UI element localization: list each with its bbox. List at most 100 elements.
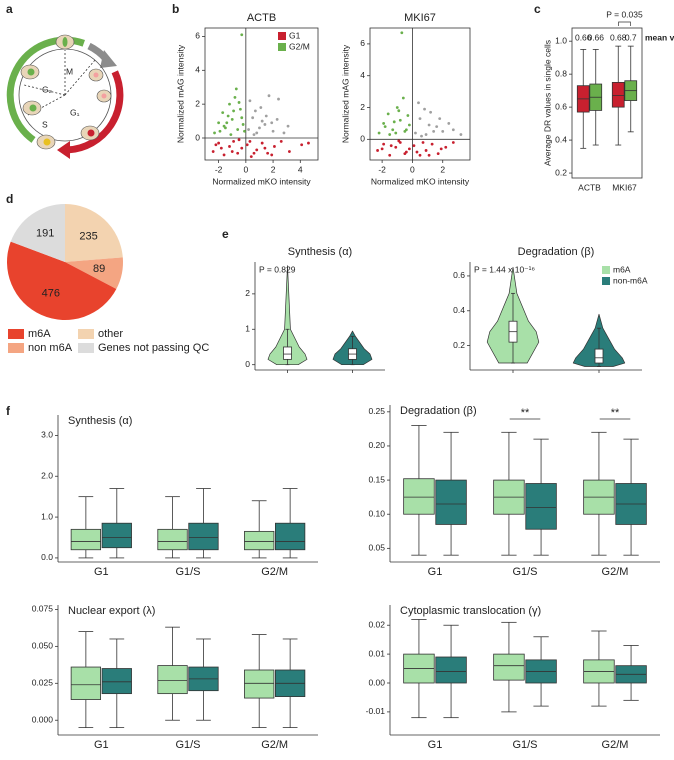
point bbox=[418, 117, 422, 121]
y-tick-label: 0.075 bbox=[32, 604, 54, 614]
point bbox=[451, 141, 455, 144]
point bbox=[421, 141, 425, 144]
point bbox=[392, 120, 396, 124]
point bbox=[271, 129, 275, 133]
point bbox=[412, 144, 416, 148]
x-tick-label: 0 bbox=[243, 164, 248, 174]
point bbox=[259, 106, 263, 109]
chart-title: Nuclear export (λ) bbox=[68, 605, 155, 617]
y-axis-label: Normalized mAG intensity bbox=[340, 44, 350, 143]
point bbox=[394, 145, 398, 149]
y-tick-label: 2 bbox=[360, 102, 365, 112]
box bbox=[101, 668, 132, 695]
y-tick-label: 1 bbox=[245, 324, 250, 334]
mean-label: 0.68 bbox=[610, 32, 627, 42]
point bbox=[435, 125, 439, 129]
cell-cycle-diagram: M G₂ S G₁ bbox=[6, 34, 124, 159]
point bbox=[418, 153, 422, 157]
point bbox=[273, 145, 276, 148]
point bbox=[417, 101, 420, 105]
y-tick-label: 0.4 bbox=[453, 305, 465, 315]
point bbox=[424, 133, 428, 136]
point bbox=[406, 114, 410, 117]
mean-label: 0.7 bbox=[625, 32, 637, 42]
y-tick-label: 4 bbox=[360, 70, 365, 80]
y-tick-label: 0.025 bbox=[32, 678, 54, 688]
point bbox=[427, 153, 431, 157]
point bbox=[222, 124, 226, 128]
point bbox=[459, 133, 463, 136]
panel-label: f bbox=[6, 404, 11, 418]
slice-label: 235 bbox=[79, 230, 97, 242]
y-tick-label: 2.0 bbox=[41, 471, 53, 481]
mean-label: 0.66 bbox=[587, 32, 604, 42]
p-value: P = 0.829 bbox=[259, 264, 296, 274]
point bbox=[260, 141, 264, 145]
point bbox=[243, 129, 246, 133]
nucleus bbox=[43, 138, 51, 146]
x-tick-label: G2/M bbox=[602, 739, 629, 751]
chart-title: Synthesis (α) bbox=[288, 246, 352, 258]
mean-label: 0.66 bbox=[575, 32, 592, 42]
box bbox=[403, 478, 435, 515]
legend-swatch bbox=[8, 329, 24, 339]
phase-label: M bbox=[66, 66, 73, 76]
slice-label: 191 bbox=[36, 227, 54, 239]
phase-label: S bbox=[42, 119, 48, 129]
legend-label: G1 bbox=[289, 30, 301, 40]
point bbox=[395, 106, 399, 109]
means-label: mean values bbox=[645, 32, 674, 42]
y-tick-label: 0.05 bbox=[368, 543, 385, 553]
point bbox=[232, 139, 235, 143]
box bbox=[157, 528, 188, 551]
y-tick-label: 1.0 bbox=[41, 511, 53, 521]
y-tick-label: 0 bbox=[195, 132, 200, 142]
point bbox=[213, 131, 216, 135]
legend-label: m6A bbox=[613, 264, 631, 274]
point bbox=[258, 126, 261, 130]
box bbox=[435, 479, 467, 525]
nucleus bbox=[87, 129, 95, 137]
y-tick-label: 0.8 bbox=[555, 68, 567, 78]
point bbox=[382, 122, 386, 125]
point bbox=[404, 128, 408, 132]
x-tick-label: G1/S bbox=[512, 566, 537, 578]
significance: ** bbox=[521, 407, 530, 419]
point bbox=[407, 147, 411, 151]
y-axis-label: Average DR values in single cells bbox=[542, 40, 552, 166]
y-axis-label: Normalized mAG intensity bbox=[175, 44, 185, 143]
point bbox=[415, 150, 419, 154]
x-tick-label: G2/M bbox=[261, 739, 288, 751]
point bbox=[388, 133, 392, 136]
x-tick-label: G1 bbox=[94, 566, 109, 578]
point bbox=[217, 141, 221, 145]
point bbox=[218, 129, 222, 133]
point bbox=[307, 141, 310, 145]
point bbox=[404, 150, 408, 154]
x-tick-label: G1/S bbox=[175, 566, 200, 578]
panel-label: b bbox=[172, 2, 179, 16]
plot-frame bbox=[571, 27, 643, 179]
x-tick-label: -2 bbox=[378, 164, 386, 174]
point bbox=[238, 107, 242, 111]
box bbox=[188, 522, 219, 551]
y-tick-label: 0.00 bbox=[368, 677, 385, 687]
legend-label: other bbox=[98, 328, 123, 340]
phase-label: G₂ bbox=[42, 84, 52, 94]
point bbox=[444, 145, 448, 149]
point bbox=[240, 116, 244, 120]
point bbox=[394, 131, 398, 135]
point bbox=[436, 152, 440, 156]
point bbox=[430, 142, 434, 146]
point bbox=[263, 146, 267, 150]
point bbox=[279, 139, 283, 143]
legend-label: non-m6A bbox=[613, 275, 648, 285]
x-tick-label: 0 bbox=[410, 164, 415, 174]
point bbox=[401, 96, 405, 100]
point bbox=[414, 131, 417, 135]
red-arc bbox=[67, 70, 124, 154]
point bbox=[255, 131, 259, 135]
point bbox=[214, 143, 218, 147]
y-tick-label: 1.0 bbox=[555, 35, 567, 45]
